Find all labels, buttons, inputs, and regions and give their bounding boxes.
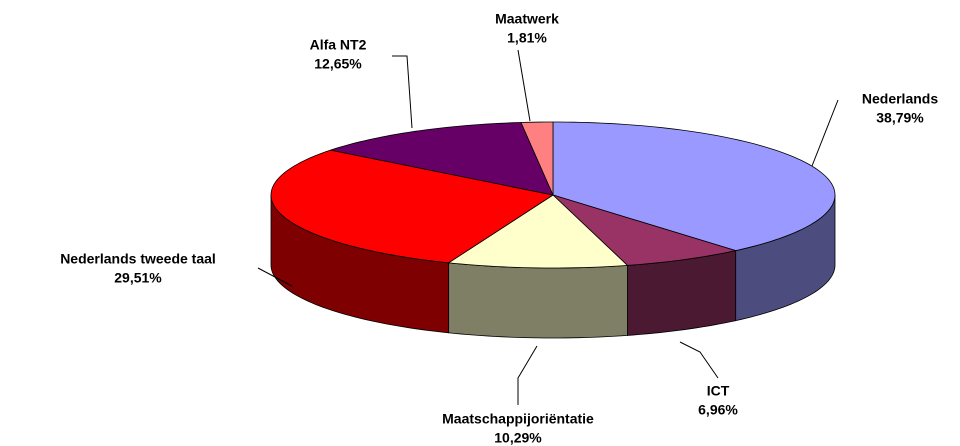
leader-line — [257, 267, 293, 287]
leader-line — [811, 99, 839, 167]
slice-value-label: 6,96% — [698, 402, 738, 418]
leader-line — [392, 55, 413, 129]
slice-label: Alfa NT2 — [310, 37, 367, 53]
slice-label: Maatschappijoriëntatie — [442, 411, 594, 427]
leader-line — [517, 345, 538, 405]
pie — [270, 121, 836, 339]
slice-label: ICT — [707, 383, 730, 399]
slice-value-label: 10,29% — [494, 430, 542, 446]
slice-side — [448, 262, 628, 339]
leader-line — [679, 341, 719, 379]
slice — [520, 121, 554, 196]
slice-value-label: 38,79% — [876, 110, 924, 126]
slice — [552, 121, 836, 252]
slice-value-label: 1,81% — [507, 30, 547, 46]
slice — [329, 122, 554, 196]
slice — [270, 149, 555, 264]
slice-label: Nederlands tweede taal — [60, 251, 216, 267]
slice-label: Maatwerk — [495, 11, 559, 27]
leader-line — [517, 49, 531, 122]
slice — [552, 194, 738, 266]
slice-label: Nederlands — [862, 91, 938, 107]
slice — [447, 194, 629, 269]
slice-value-label: 29,51% — [114, 270, 162, 286]
slice-value-label: 12,65% — [314, 56, 362, 72]
labels: Nederlands 38,79% ICT 6,96% Maatschappijorië… — [60, 11, 938, 446]
